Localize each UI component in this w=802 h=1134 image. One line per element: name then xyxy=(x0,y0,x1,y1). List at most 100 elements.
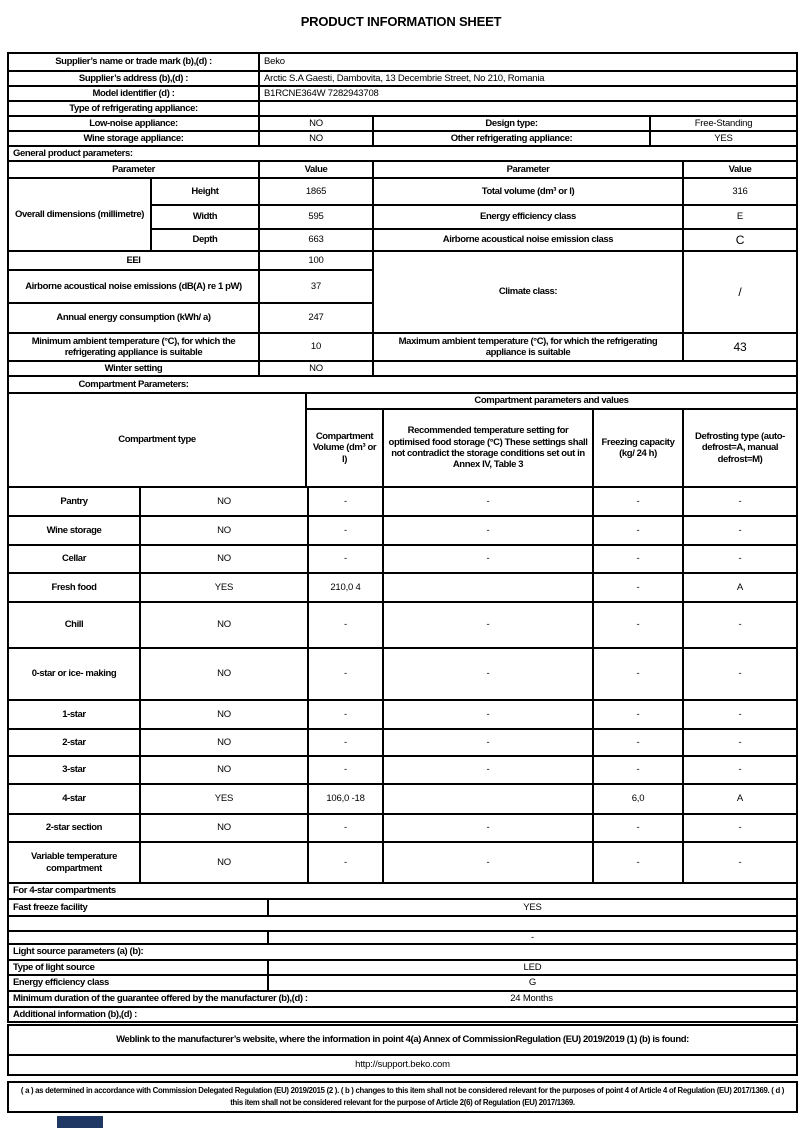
weblink-text: Weblink to the manufacturer’s website, w… xyxy=(116,1034,689,1046)
compartment-defrosting: - xyxy=(682,701,796,728)
compartment-row-wine-storage: Wine storage NO - - - - xyxy=(9,515,796,544)
low-noise-value: NO xyxy=(258,117,372,130)
compartment-type: 0-star or ice- making xyxy=(31,668,117,680)
compartment-freezing: 6,0 xyxy=(592,785,682,813)
appliance-type-label: Type of refrigerating appliance: xyxy=(69,102,198,114)
accent-bar xyxy=(57,1116,103,1128)
compartment-present: NO xyxy=(139,546,307,572)
row-guarantee: Minimum duration of the guarantee offere… xyxy=(9,990,796,1006)
guarantee-value: 24 Months xyxy=(510,993,553,1005)
winter-setting-empty xyxy=(372,362,796,375)
row-supplier-name: Supplier’s name or trade mark (b),(d) : … xyxy=(9,54,796,70)
height-label: Height xyxy=(191,185,219,197)
row-depth: Depth 663 Airborne acoustical noise emis… xyxy=(152,228,796,250)
compartment-volume: - xyxy=(307,517,382,544)
row-parameter-headers: Parameter Value Parameter Value xyxy=(9,160,796,177)
compartment-volume: 106,0 -18 xyxy=(307,785,382,813)
row-four-star-dash: - xyxy=(9,930,796,943)
row-appliance-type: Type of refrigerating appliance: xyxy=(9,100,796,115)
compartment-type: Wine storage xyxy=(46,524,102,536)
row-model-identifier: Model identifier (d) : B1RCNE364W 728294… xyxy=(9,85,796,100)
compartment-defrosting: - xyxy=(682,649,796,699)
compartment-freezing: - xyxy=(592,488,682,515)
compartment-freezing: - xyxy=(592,603,682,647)
other-appliance-value: YES xyxy=(649,132,796,145)
compartment-defrosting: - xyxy=(682,517,796,544)
depth-value: 663 xyxy=(258,230,372,250)
model-identifier-label: Model identifier (d) : xyxy=(92,87,175,99)
climate-class-label: Climate class: xyxy=(372,252,682,332)
energy-class-label: Energy efficiency class xyxy=(372,206,682,228)
row-low-noise: Low-noise appliance: NO Design type: Fre… xyxy=(9,115,796,130)
fast-freeze-label: Fast freeze facility xyxy=(13,901,88,913)
height-value: 1865 xyxy=(258,179,372,204)
col-header-value-1: Value xyxy=(258,162,372,177)
col-header-parameter-1: Parameter xyxy=(112,163,155,175)
compartment-volume: - xyxy=(307,546,382,572)
width-label: Width xyxy=(192,211,218,223)
block-dimensions: Overall dimensions (millimetre) Height 1… xyxy=(9,177,796,250)
compartment-row-pantry: Pantry NO - - - - xyxy=(9,486,796,515)
row-light-source-type: Type of light source LED xyxy=(9,959,796,974)
row-height: Height 1865 Total volume (dm³ or l) 316 xyxy=(152,179,796,204)
compartment-type: Variable temperature compartment xyxy=(31,851,117,874)
row-winter-setting: Winter setting NO xyxy=(9,360,796,375)
compartment-present: NO xyxy=(139,757,307,783)
compartment-volume: - xyxy=(307,488,382,515)
compartment-temperature: - xyxy=(382,757,592,783)
compartment-freezing: - xyxy=(592,574,682,601)
fast-freeze-value: YES xyxy=(267,900,796,915)
compartment-row-4-star: 4-star YES 106,0 -18 6,0 A xyxy=(9,783,796,813)
four-star-section-label: For 4-star compartments xyxy=(13,885,116,897)
compartment-row-chill: Chill NO - - - - xyxy=(9,601,796,647)
row-four-star-empty xyxy=(9,915,796,930)
compartment-temperature: - xyxy=(382,701,592,728)
compartment-temperature xyxy=(382,785,592,813)
annual-energy-value: 247 xyxy=(258,304,372,332)
compartment-defrosting: - xyxy=(682,603,796,647)
compartment-row-0-star: 0-star or ice- making NO - - - - xyxy=(9,647,796,699)
design-type-value: Free-Standing xyxy=(649,117,796,130)
row-noise-emissions: Airborne acoustical noise emissions (dB(… xyxy=(9,269,372,302)
compartment-temperature: - xyxy=(382,517,592,544)
compartment-freezing: - xyxy=(592,815,682,841)
page-title: PRODUCT INFORMATION SHEET xyxy=(300,14,502,29)
compartment-subheaders: Compartment Volume (dm³ or l) Recommende… xyxy=(307,408,796,486)
energy-class-value: E xyxy=(682,206,796,228)
defrosting-header: Defrosting type (auto-defrost=A, manual … xyxy=(682,410,796,486)
compartment-volume: - xyxy=(307,701,382,728)
compartment-temperature xyxy=(382,574,592,601)
row-supplier-address: Supplier’s address (b),(d) : Arctic S.A … xyxy=(9,70,796,85)
dimensions-subrows: Height 1865 Total volume (dm³ or l) 316 … xyxy=(150,179,796,250)
compartment-type: Cellar xyxy=(61,553,86,565)
section-four-star: For 4-star compartments xyxy=(9,882,796,898)
compartment-type: Pantry xyxy=(60,495,88,507)
max-ambient-label: Maximum ambient temperature (°C), for wh… xyxy=(372,334,682,360)
compartment-temperature: - xyxy=(382,649,592,699)
row-eei: EEI 100 xyxy=(9,252,372,269)
weblink-box: Weblink to the manufacturer’s website, w… xyxy=(7,1024,798,1076)
compartment-header-right: Compartment parameters and values Compar… xyxy=(305,394,796,486)
compartment-type: 2-star xyxy=(62,736,86,748)
four-star-dash-value: - xyxy=(267,932,796,943)
additional-info-label: Additional information (b),(d) : xyxy=(13,1008,137,1020)
supplier-address-value: Arctic S.A Gaesti, Dambovita, 13 Decembr… xyxy=(258,72,796,85)
compartment-defrosting: - xyxy=(682,546,796,572)
compartment-volume: - xyxy=(307,843,382,882)
design-type-label: Design type: xyxy=(372,117,649,130)
min-ambient-label: Minimum ambient temperature (°C), for wh… xyxy=(31,335,236,358)
col-header-parameter-2: Parameter xyxy=(372,162,682,177)
compartment-defrosting: A xyxy=(682,574,796,601)
max-ambient-value: 43 xyxy=(682,334,796,360)
compartment-present: NO xyxy=(139,649,307,699)
depth-label: Depth xyxy=(192,234,218,246)
winter-setting-label: Winter setting xyxy=(104,362,163,374)
compartment-temperature: - xyxy=(382,603,592,647)
row-width: Width 595 Energy efficiency class E xyxy=(152,204,796,228)
compartment-freezing: - xyxy=(592,843,682,882)
compartment-type: 2-star section xyxy=(45,822,103,834)
compartment-defrosting: - xyxy=(682,843,796,882)
section-additional-info: Additional information (b),(d) : xyxy=(9,1006,796,1021)
compartment-defrosting: - xyxy=(682,730,796,755)
